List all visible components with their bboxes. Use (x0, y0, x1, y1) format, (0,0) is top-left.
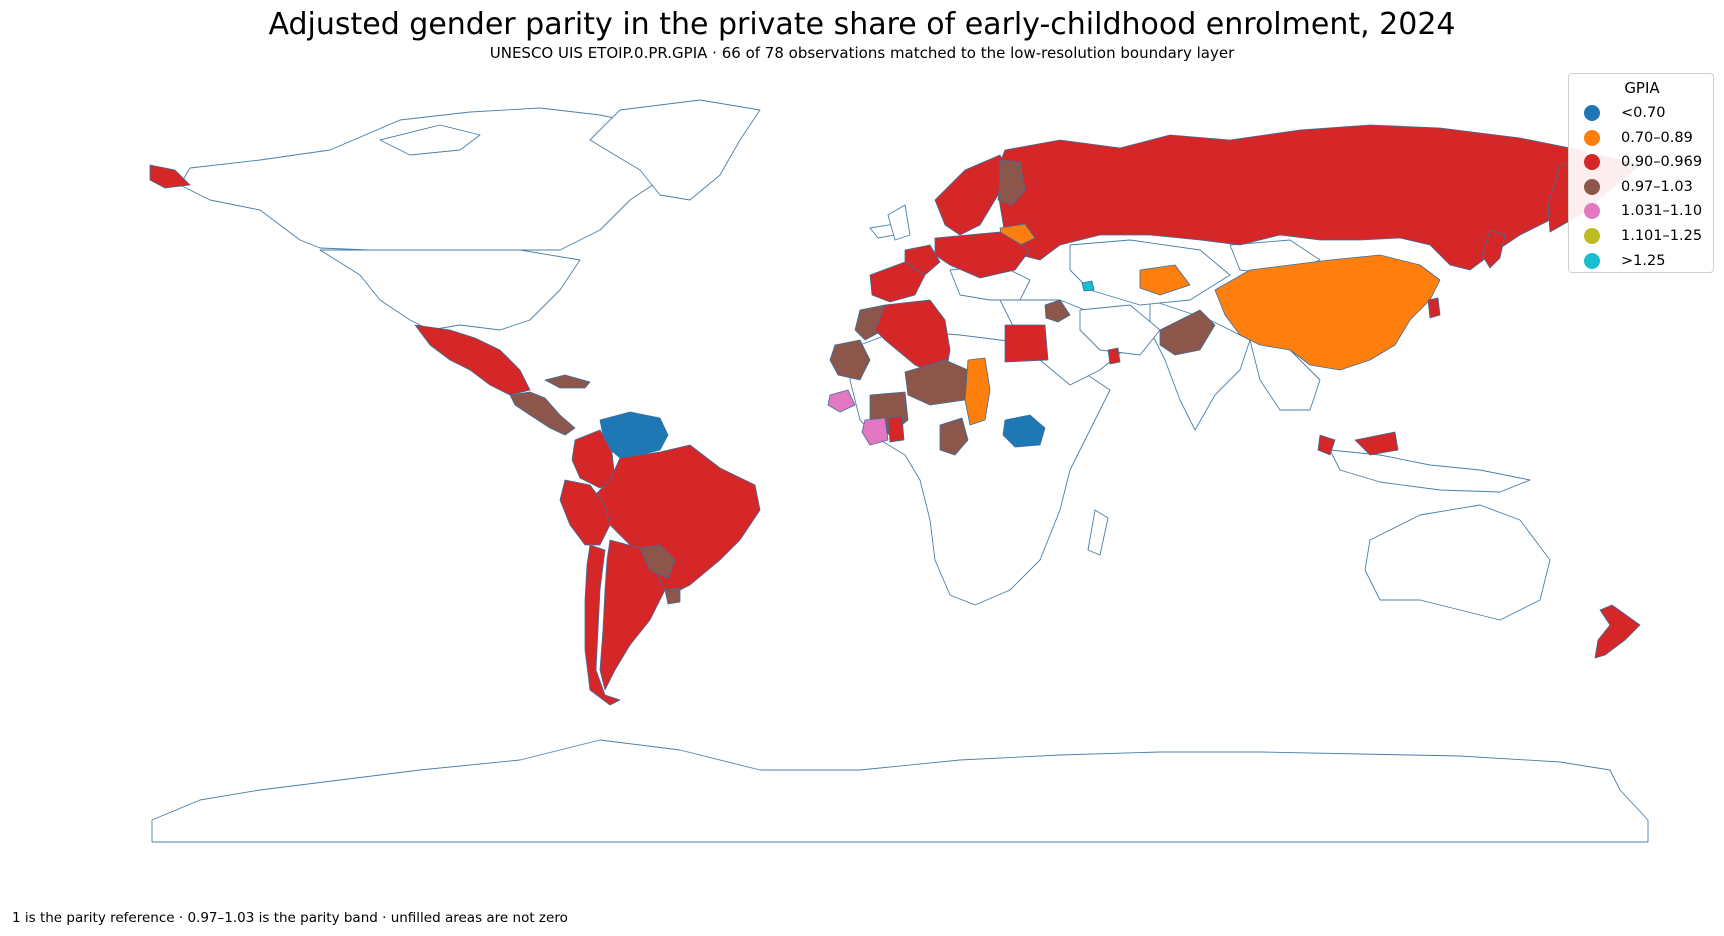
region-japan (1481, 229, 1506, 269)
region-uruguay (664, 587, 681, 605)
legend-item: <0.70 (1569, 101, 1715, 126)
region-france (904, 244, 941, 276)
legend-label: >1.25 (1621, 252, 1666, 269)
region-senegal (827, 389, 856, 413)
region-oman (1107, 347, 1121, 365)
legend-swatch (1584, 227, 1600, 244)
legend-item: 0.90–0.969 (1569, 150, 1715, 175)
legend-item: 0.70–0.89 (1569, 126, 1715, 151)
region-malaysia (1317, 431, 1399, 456)
legend-title: GPIA (1624, 79, 1660, 97)
region-chile (584, 544, 621, 706)
region-cuba (544, 374, 591, 389)
region-turkmenistan (1139, 264, 1191, 296)
unfilled-land-layer (151, 99, 1649, 843)
legend-swatch (1584, 203, 1600, 220)
legend-label: 0.97–1.03 (1621, 178, 1693, 195)
region-scandinavia (934, 154, 1011, 236)
region-poland-central-europe (934, 231, 1031, 279)
legend-items: <0.70 0.70–0.89 0.90–0.969 0.97–1.03 1.0… (1569, 101, 1715, 273)
legend-label: 1.031–1.10 (1621, 203, 1703, 220)
map-subtitle: UNESCO UIS ETOIP.0.PR.GPIA · 66 of 78 ob… (489, 44, 1235, 62)
region-south-sudan (1002, 414, 1046, 448)
map-title: Adjusted gender parity in the private sh… (268, 7, 1456, 42)
region-canada (179, 107, 681, 251)
legend-swatch (1584, 252, 1600, 269)
legend-swatch (1584, 105, 1600, 121)
region-alaska (149, 164, 191, 189)
region-georgia (1081, 280, 1095, 292)
legend-label: 0.90–0.969 (1621, 154, 1703, 171)
region-chad (964, 357, 991, 426)
region-egypt (1004, 324, 1049, 363)
region-madagascar (1087, 509, 1109, 556)
region-australia (1364, 504, 1551, 621)
map-footnote: 1 is the parity reference · 0.97–1.03 is… (12, 910, 568, 926)
legend-label: 0.70–0.89 (1621, 129, 1693, 146)
region-new-zealand (1594, 604, 1641, 659)
region-korea (1427, 297, 1441, 319)
legend-swatch (1584, 129, 1600, 146)
region-mexico (414, 324, 531, 396)
region-finland (997, 159, 1026, 206)
region-iran (1079, 304, 1161, 356)
region-usa (319, 249, 581, 331)
region-mauritania (829, 339, 871, 381)
region-russia (994, 124, 1621, 271)
legend-item: 0.97–1.03 (1569, 175, 1715, 200)
region-paraguay (639, 544, 676, 579)
region-ghana (887, 415, 905, 443)
legend-swatch (1584, 154, 1600, 171)
region-antarctica (151, 739, 1649, 843)
region-peru (559, 479, 611, 546)
region-greenland (589, 99, 761, 201)
region-britain (887, 204, 911, 241)
legend-item: 1.031–1.10 (1569, 199, 1715, 224)
legend-label: 1.101–1.25 (1621, 227, 1703, 244)
filled-countries-layer (149, 124, 1641, 706)
region-cote-divoire (861, 417, 889, 446)
legend-item: >1.25 (1569, 249, 1715, 274)
region-canada-arctic-islands (379, 124, 481, 156)
region-pakistan (1159, 309, 1216, 356)
legend-label: <0.70 (1621, 105, 1666, 121)
legend-swatch (1584, 178, 1600, 195)
region-china (1214, 254, 1441, 371)
map-legend: GPIA <0.70 0.70–0.89 0.90–0.969 0.97–1.0… (1568, 73, 1714, 273)
legend-item: 1.101–1.25 (1569, 224, 1715, 249)
region-cameroon (939, 417, 969, 456)
region-central-america (509, 391, 576, 436)
region-lebanon (1044, 299, 1071, 323)
region-indonesia (1329, 449, 1531, 493)
